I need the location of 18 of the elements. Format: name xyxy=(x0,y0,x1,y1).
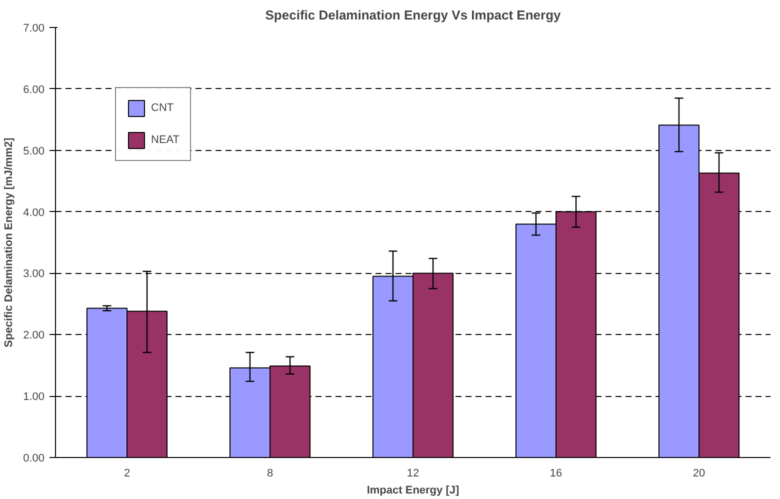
x-tick-label: 2 xyxy=(124,468,130,480)
legend-label: CNT xyxy=(151,102,174,114)
x-tick-label: 20 xyxy=(692,468,706,480)
x-tick-label: 8 xyxy=(266,468,274,480)
x-tick-label: 12 xyxy=(406,468,420,480)
y-tick-label: 4.00 xyxy=(23,206,45,219)
y-tick-label: 2.00 xyxy=(23,330,45,342)
y-axis-title: Specific Delamination Energy [mJ/mm2] xyxy=(3,137,16,348)
y-tick-label: 5.00 xyxy=(23,145,45,158)
x-axis-title: Impact Energy [J] xyxy=(366,484,460,496)
x-tick-label: 16 xyxy=(550,468,562,480)
y-tick-label: 7.00 xyxy=(23,22,45,34)
y-tick-label: 0.00 xyxy=(23,452,45,464)
y-tick-label: 1.00 xyxy=(23,391,45,404)
legend-label: NEAT xyxy=(151,134,180,146)
chart-title: Specific Delamination Energy Vs Impact Energy xyxy=(265,8,562,22)
y-tick-label: 6.00 xyxy=(23,84,45,96)
y-tick-label: 3.00 xyxy=(23,268,45,280)
